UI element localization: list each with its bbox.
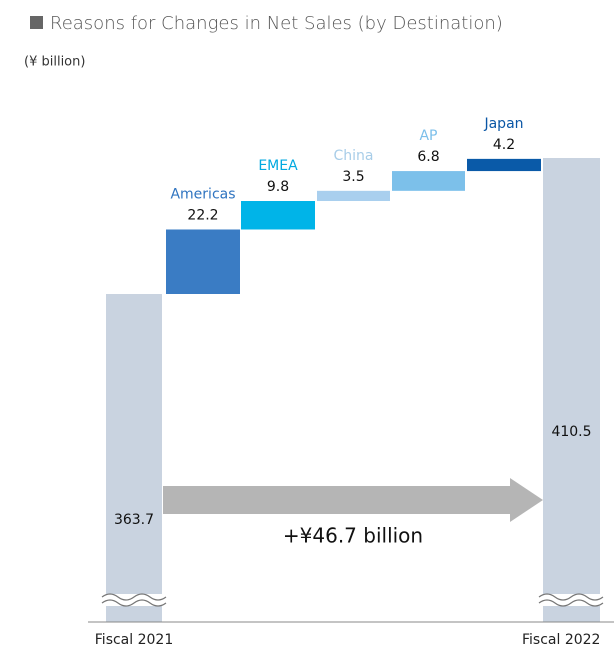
chart-title: Reasons for Changes in Net Sales (by Des… [50, 13, 503, 34]
bar [467, 158, 541, 172]
category-label: Americas [170, 186, 235, 202]
value-label: 6.8 [417, 149, 439, 165]
x-tick-label: Fiscal 2022 [522, 632, 600, 648]
bar [241, 201, 315, 230]
category-label: AP [419, 128, 437, 144]
value-label: 363.7 [114, 512, 154, 528]
value-label: 22.2 [187, 207, 218, 223]
bar [392, 171, 465, 191]
category-label: Japan [483, 116, 523, 132]
category-label: China [334, 148, 374, 164]
bar [543, 158, 600, 622]
unit-label: (¥ billion) [24, 55, 85, 70]
x-tick-label: Fiscal 2021 [95, 632, 173, 648]
bar [106, 294, 162, 622]
value-label: 9.8 [267, 179, 289, 195]
value-label: 3.5 [342, 169, 364, 185]
value-label: 4.2 [493, 137, 515, 153]
annotation: +¥46.7 billion [283, 524, 423, 548]
value-label: 410.5 [551, 424, 591, 440]
bar [166, 229, 240, 294]
axis-break [100, 593, 607, 607]
bar [317, 190, 390, 202]
change-arrow [163, 478, 543, 522]
title-marker [30, 16, 43, 29]
category-label: EMEA [258, 158, 298, 174]
